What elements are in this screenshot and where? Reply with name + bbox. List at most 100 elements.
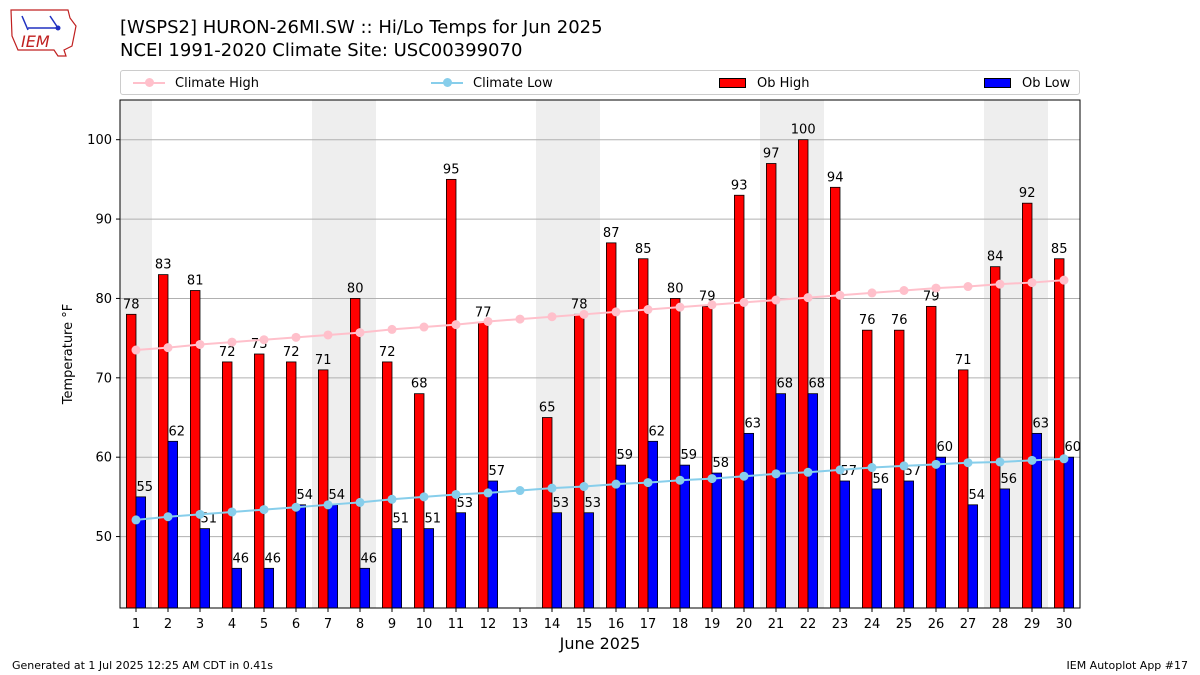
label-ob-low-16: 59 <box>617 448 634 463</box>
label-ob-high-9: 72 <box>379 345 396 360</box>
x-tick-label-1: 1 <box>132 617 140 632</box>
climate-low-point-11 <box>451 489 461 499</box>
label-ob-low-23: 57 <box>841 464 858 479</box>
bar-ob-low-11 <box>455 512 467 609</box>
climate-low-point-15 <box>579 482 589 492</box>
bar-ob-high-23 <box>830 186 841 609</box>
x-tick-label-6: 6 <box>292 617 300 632</box>
climate-low-point-26 <box>931 459 941 469</box>
x-tick-label-29: 29 <box>1024 617 1041 632</box>
plot-frame <box>119 99 1081 609</box>
climate-high-point-17 <box>643 305 653 315</box>
legend-label-ob-low: Ob Low <box>1022 75 1071 91</box>
climate-high-point-6 <box>291 332 301 342</box>
label-ob-high-20: 93 <box>731 178 748 193</box>
bar-ob-high-16 <box>606 242 617 609</box>
x-tick-label-4: 4 <box>228 617 236 632</box>
climate-high-point-3 <box>195 339 205 349</box>
bar-ob-high-8 <box>349 298 361 609</box>
bar-ob-high-15 <box>574 313 585 609</box>
label-ob-high-18: 80 <box>667 281 684 296</box>
x-tick-label-22: 22 <box>800 617 817 632</box>
bar-ob-low-20 <box>743 432 755 609</box>
climate-low-point-21 <box>771 469 781 479</box>
bar-ob-low-19 <box>711 472 723 609</box>
climate-high-point-12 <box>483 316 493 326</box>
x-tick-label-2: 2 <box>164 617 172 632</box>
label-ob-low-20: 63 <box>745 416 762 431</box>
bar-ob-high-20 <box>734 194 745 609</box>
x-tick-label-20: 20 <box>736 617 753 632</box>
bar-ob-low-1 <box>135 496 147 609</box>
climate-high-point-9 <box>387 324 397 334</box>
bar-ob-high-21 <box>766 163 777 609</box>
x-tick-label-13: 13 <box>512 617 529 632</box>
bar-ob-low-3 <box>199 528 211 609</box>
bar-ob-high-29 <box>1022 202 1033 609</box>
label-ob-high-24: 76 <box>859 313 876 328</box>
chart-legend: Climate High Climate Low Ob High Ob Low <box>120 70 1080 95</box>
climate-high-point-25 <box>899 286 909 295</box>
label-ob-low-14: 53 <box>553 496 570 511</box>
climate-low-point-10 <box>419 492 429 502</box>
x-tick-label-25: 25 <box>896 617 913 632</box>
label-ob-high-1: 78 <box>123 297 140 312</box>
chart-title: [WSPS2] HURON-26MI.SW :: Hi/Lo Temps for… <box>120 17 603 38</box>
x-tick-label-14: 14 <box>544 617 561 632</box>
x-tick-label-8: 8 <box>356 617 364 632</box>
climate-low-point-28 <box>995 457 1005 467</box>
legend-item-climate-high: Climate High <box>133 75 259 91</box>
climate-high-point-7 <box>323 330 333 340</box>
bar-ob-high-5 <box>253 353 265 609</box>
x-tick-label-28: 28 <box>992 617 1009 632</box>
label-ob-high-26: 79 <box>923 289 940 304</box>
label-ob-low-24: 56 <box>873 472 890 487</box>
bar-ob-high-3 <box>189 290 201 609</box>
bar-ob-low-9 <box>391 528 403 609</box>
bar-ob-low-2 <box>167 440 179 609</box>
climate-low-point-25 <box>899 461 909 471</box>
climate-high-point-22 <box>803 293 813 303</box>
climate-low-point-17 <box>643 478 653 488</box>
bar-ob-low-22 <box>807 393 819 609</box>
bar-ob-high-1 <box>126 313 137 609</box>
label-ob-low-27: 54 <box>969 488 986 503</box>
bar-ob-low-10 <box>423 528 435 609</box>
label-ob-high-6: 72 <box>283 345 300 360</box>
climate-high-line <box>135 279 1065 352</box>
bar-ob-low-25 <box>903 480 915 609</box>
label-ob-low-21: 68 <box>777 377 794 392</box>
climate-high-point-4 <box>227 337 237 347</box>
legend-swatch-ob-high <box>719 78 746 88</box>
climate-high-point-10 <box>419 322 429 332</box>
climate-low-point-20 <box>739 471 749 481</box>
label-ob-high-4: 72 <box>219 345 236 360</box>
climate-low-point-6 <box>291 502 301 512</box>
x-axis-label: June 2025 <box>559 634 641 653</box>
climate-high-point-18 <box>675 302 685 312</box>
chart-subtitle: NCEI 1991-2020 Climate Site: USC00399070 <box>120 40 523 61</box>
climate-low-point-14 <box>547 483 557 493</box>
bar-ob-low-6 <box>295 504 307 609</box>
bar-ob-low-23 <box>839 480 851 609</box>
label-ob-low-28: 56 <box>1001 472 1018 487</box>
iem-logo-text: IEM <box>21 32 50 51</box>
bar-ob-low-30 <box>1063 456 1075 609</box>
climate-low-point-8 <box>355 497 365 507</box>
label-ob-high-14: 65 <box>539 401 556 416</box>
climate-low-point-3 <box>195 509 205 519</box>
legend-label-climate-high: Climate High <box>175 75 260 91</box>
climate-high-point-14 <box>547 312 557 322</box>
bar-ob-low-14 <box>551 512 563 609</box>
label-ob-high-3: 81 <box>187 274 204 289</box>
label-ob-high-16: 87 <box>603 226 620 241</box>
climate-low-point-27 <box>963 458 973 468</box>
label-ob-high-21: 97 <box>763 147 780 162</box>
label-ob-low-15: 53 <box>585 496 602 511</box>
climate-high-point-26 <box>931 283 941 293</box>
label-ob-high-23: 94 <box>827 170 844 185</box>
bar-ob-high-11 <box>445 178 457 609</box>
legend-item-climate-low: Climate Low <box>431 75 553 91</box>
climate-low-point-7 <box>323 500 333 510</box>
label-ob-low-26: 60 <box>937 440 954 455</box>
